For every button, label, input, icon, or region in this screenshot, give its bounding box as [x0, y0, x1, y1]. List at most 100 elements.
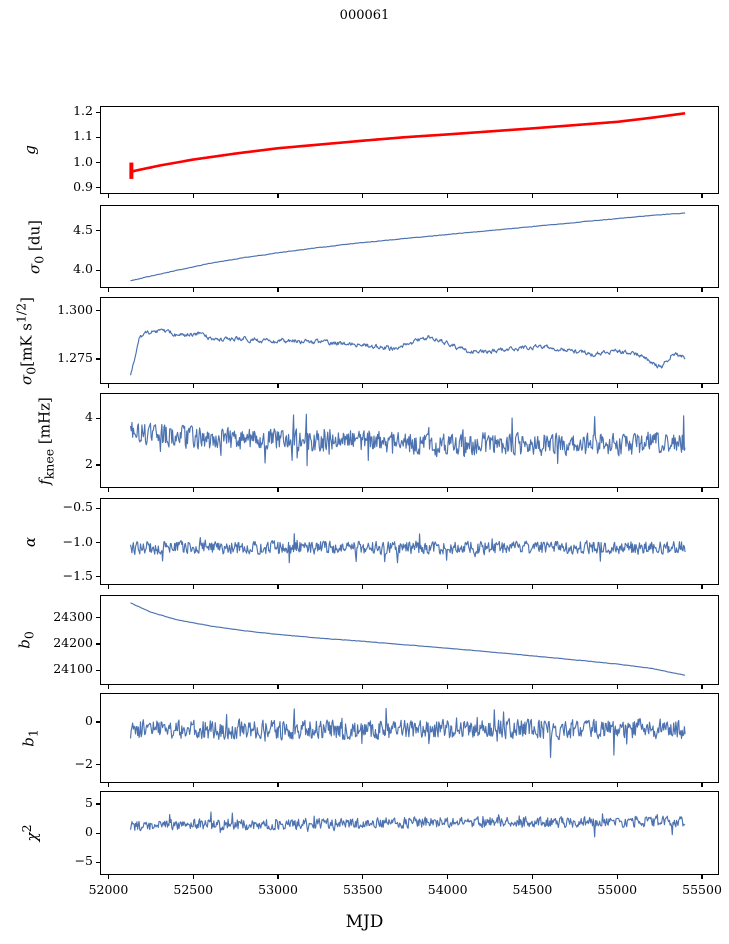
plot-panel-sigma-0-mk-s-1-2-	[100, 297, 719, 384]
y-tick-mark	[96, 136, 100, 139]
plot-panel-b-1	[100, 693, 719, 783]
y-tick-mark	[96, 764, 100, 766]
y-tick-mark	[96, 464, 100, 466]
x-tick-mark	[107, 488, 110, 492]
x-tick-mark	[277, 875, 279, 879]
x-tick-mark	[107, 194, 110, 198]
x-tick-label: 54000	[427, 882, 468, 897]
x-tick-mark	[531, 288, 534, 292]
x-tick-mark	[701, 194, 703, 198]
y-axis-label-7: χ2	[19, 824, 41, 842]
y-tick-mark	[96, 542, 100, 544]
x-tick-mark	[447, 875, 449, 879]
x-tick-mark	[701, 585, 703, 589]
x-tick-mark	[107, 875, 110, 879]
y-tick-label: −5	[74, 853, 93, 869]
x-tick-mark	[362, 875, 364, 879]
x-tick-mark	[447, 384, 449, 388]
x-tick-mark	[531, 194, 534, 198]
y-tick-label: 1.0	[73, 153, 93, 169]
y-axis-label-5: b0	[15, 631, 37, 649]
y-tick-mark	[96, 832, 100, 834]
y-tick-label: 24100	[53, 661, 93, 677]
x-tick-mark	[362, 384, 364, 388]
y-tick-label: 0.9	[73, 178, 93, 194]
x-axis-label: MJD	[345, 912, 384, 932]
y-axis-label-2: σ0[mK s1/2]	[13, 296, 39, 385]
x-tick-mark	[447, 488, 449, 492]
x-tick-mark	[616, 585, 618, 589]
x-tick-mark	[277, 783, 279, 787]
x-tick-mark	[192, 585, 194, 589]
plot-panel-sigma-0-du-	[100, 205, 719, 288]
x-tick-mark	[531, 384, 534, 388]
plot-panel-f-knee-mhz-	[100, 393, 719, 488]
y-tick-mark	[96, 162, 100, 164]
x-tick-mark	[192, 288, 194, 292]
x-tick-mark	[616, 194, 618, 198]
y-tick-mark	[96, 643, 100, 645]
x-tick-mark	[192, 488, 194, 492]
x-tick-mark	[701, 488, 703, 492]
x-tick-mark	[447, 194, 449, 198]
x-tick-mark	[277, 384, 279, 388]
x-tick-mark	[192, 194, 194, 198]
x-tick-mark	[616, 875, 618, 879]
x-tick-mark	[362, 585, 364, 589]
x-tick-label: 54500	[512, 882, 553, 897]
plot-panel-chi-2	[100, 791, 719, 875]
x-tick-mark	[531, 783, 534, 787]
x-tick-mark	[616, 488, 618, 492]
y-tick-mark	[96, 269, 100, 272]
figure-title: 000061	[339, 8, 390, 23]
y-axis-label-6: b1	[19, 729, 41, 747]
x-tick-mark	[531, 685, 534, 689]
y-tick-label: −1.5	[62, 567, 93, 583]
x-tick-mark	[531, 488, 534, 492]
x-tick-mark	[447, 783, 449, 787]
x-tick-mark	[616, 288, 618, 292]
y-tick-mark	[96, 358, 100, 360]
plot-panel-b-0	[100, 595, 719, 685]
y-axis-label-0: g	[21, 145, 39, 155]
y-tick-mark	[96, 721, 100, 723]
y-tick-label: 0	[85, 712, 93, 728]
x-tick-mark	[362, 194, 364, 198]
x-tick-mark	[362, 288, 364, 292]
y-tick-mark	[96, 507, 100, 509]
y-tick-label: 2	[85, 455, 93, 471]
y-tick-label: 1.300	[57, 301, 93, 317]
x-tick-label: 52500	[173, 882, 214, 897]
x-tick-mark	[277, 488, 279, 492]
x-tick-mark	[531, 875, 534, 879]
y-tick-label: 4.0	[73, 261, 93, 277]
x-tick-mark	[362, 685, 364, 689]
y-axis-label-3: fknee [mHz]	[35, 396, 57, 485]
plot-panel-alpha	[100, 498, 719, 585]
x-tick-label: 55000	[597, 882, 638, 897]
y-tick-label: 24200	[53, 634, 93, 650]
x-tick-mark	[192, 685, 194, 689]
x-tick-mark	[192, 783, 194, 787]
y-tick-mark	[96, 803, 100, 805]
y-tick-mark	[96, 310, 100, 312]
x-tick-mark	[616, 685, 618, 689]
x-tick-mark	[192, 875, 194, 879]
x-tick-mark	[107, 585, 110, 589]
x-tick-label: 52000	[88, 882, 129, 897]
x-tick-mark	[277, 288, 279, 292]
y-tick-mark	[96, 669, 100, 672]
y-tick-label: 4.5	[73, 221, 93, 237]
x-tick-mark	[701, 783, 703, 787]
y-tick-label: −2	[74, 755, 93, 771]
plot-panel-g	[100, 106, 719, 194]
x-tick-mark	[107, 288, 110, 292]
x-tick-label: 55500	[682, 882, 722, 897]
y-tick-mark	[96, 187, 100, 189]
y-tick-mark	[96, 111, 100, 113]
x-tick-mark	[277, 685, 279, 689]
y-tick-mark	[96, 417, 100, 420]
x-tick-mark	[447, 585, 449, 589]
y-tick-label: 24300	[53, 608, 93, 624]
